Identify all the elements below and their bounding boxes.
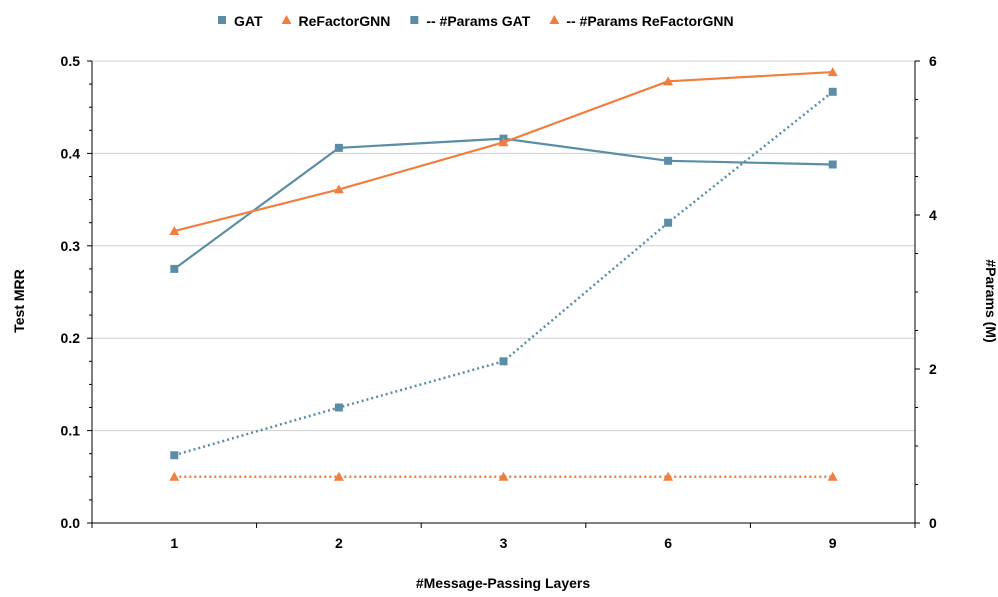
- axes: [87, 60, 920, 528]
- y-tick-label: 0.2: [61, 330, 81, 346]
- x-tick-label: 2: [335, 535, 343, 551]
- data-point: [498, 137, 509, 147]
- data-point: [499, 357, 508, 366]
- grid-lines: [92, 60, 915, 432]
- legend-marker: [549, 15, 560, 24]
- series-line-1: [174, 70, 833, 233]
- y2-tick-label: 2: [929, 361, 937, 377]
- y-axis-title: Test MRR: [11, 269, 27, 333]
- series-line-0: [173, 137, 833, 270]
- y2-tick-label: 0: [929, 515, 937, 531]
- x-axis-title: #Message-Passing Layers: [416, 575, 591, 591]
- x-tick-label: 9: [829, 535, 837, 551]
- series-lines: [169, 67, 838, 481]
- y-tick-label: 0.3: [61, 238, 81, 254]
- data-point: [828, 87, 837, 96]
- y2-tick-label: 6: [929, 53, 937, 69]
- legend-entry-2: -- #Params GAT: [426, 13, 530, 29]
- legend-entry-1: ReFactorGNN: [299, 13, 391, 29]
- y2-tick-label: 4: [929, 207, 937, 223]
- data-point: [827, 67, 838, 77]
- data-point: [663, 471, 674, 481]
- data-point: [664, 218, 673, 227]
- x-tick-label: 1: [170, 535, 178, 551]
- legend-marker: [410, 16, 419, 24]
- legend: GAT ReFactorGNN -- #Params GAT -- #Params R…: [218, 13, 734, 29]
- legend-entry-0: GAT: [234, 13, 263, 29]
- data-point: [663, 76, 674, 86]
- data-point: [170, 451, 179, 460]
- data-point: [333, 184, 344, 194]
- x-tick-label: 6: [664, 535, 672, 551]
- legend-marker: [281, 15, 292, 24]
- data-point: [169, 226, 180, 236]
- y-tick-label: 0.5: [61, 53, 81, 69]
- data-point: [334, 143, 343, 152]
- tick-labels: 0.0 0.1 0.2 0.3 0.4 0.5 0 2 4 6 1 2 3 6 9: [61, 53, 937, 551]
- data-point: [169, 471, 180, 481]
- y-tick-label: 0.1: [61, 423, 81, 439]
- data-point: [827, 471, 838, 481]
- y2-axis-title: #Params (M): [983, 259, 998, 342]
- data-point: [170, 264, 179, 273]
- data-point: [333, 471, 344, 481]
- data-point: [828, 160, 837, 169]
- legend-marker: [218, 16, 226, 24]
- y-tick-label: 0.0: [61, 515, 81, 531]
- y-tick-label: 0.4: [61, 145, 81, 161]
- data-point: [498, 471, 509, 481]
- series-line-2: [173, 90, 834, 457]
- x-tick-label: 3: [500, 535, 508, 551]
- data-point: [664, 156, 673, 165]
- data-point: [334, 403, 343, 412]
- legend-entry-3: -- #Params ReFactorGNN: [566, 13, 733, 29]
